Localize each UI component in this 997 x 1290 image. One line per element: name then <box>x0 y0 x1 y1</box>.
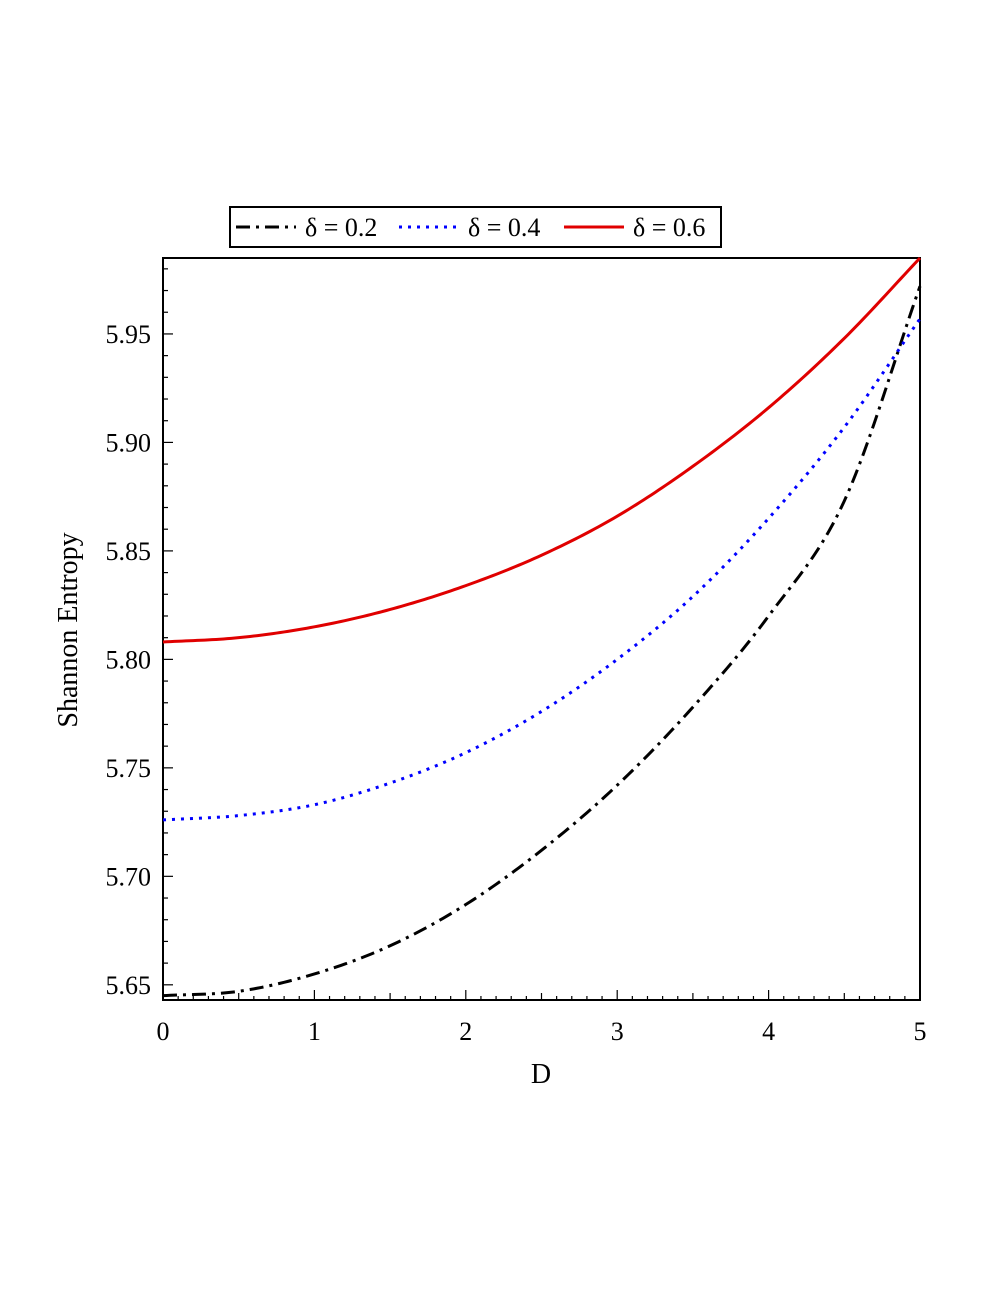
x-axis: 0 1 2 3 4 5 <box>157 990 927 1046</box>
legend-label-delta-0.2: δ = 0.2 <box>305 213 377 242</box>
series-lines <box>162 256 922 998</box>
x-tick-label: 5 <box>914 1017 927 1046</box>
y-tick-label: 5.70 <box>106 862 152 891</box>
series-line-delta-0.2 <box>162 285 922 998</box>
x-tick-label: 3 <box>611 1017 624 1046</box>
y-axis-label: Shannon Entropy <box>53 532 84 727</box>
plot-frame <box>162 257 921 1001</box>
x-tick-label: 2 <box>459 1017 472 1046</box>
y-tick-label: 5.95 <box>106 320 152 349</box>
y-tick-label: 5.65 <box>106 971 152 1000</box>
series-line-delta-0.4 <box>162 317 922 822</box>
legend-label-delta-0.4: δ = 0.4 <box>468 213 540 242</box>
y-axis: 5.65 5.70 5.75 5.80 5.85 5.90 5.95 <box>106 268 173 1000</box>
y-tick-label: 5.85 <box>106 537 152 566</box>
x-axis-label: D <box>531 1059 551 1090</box>
legend-box <box>229 206 722 248</box>
legend: δ = 0.2 δ = 0.4 δ = 0.6 <box>229 206 722 248</box>
x-tick-label: 1 <box>308 1017 321 1046</box>
series-line-delta-0.6 <box>162 256 922 644</box>
y-tick-label: 5.75 <box>106 754 152 783</box>
x-tick-label: 4 <box>762 1017 775 1046</box>
y-tick-label: 5.80 <box>106 645 152 674</box>
x-tick-label: 0 <box>157 1017 170 1046</box>
y-tick-label: 5.90 <box>106 428 152 457</box>
legend-label-delta-0.6: δ = 0.6 <box>633 213 705 242</box>
